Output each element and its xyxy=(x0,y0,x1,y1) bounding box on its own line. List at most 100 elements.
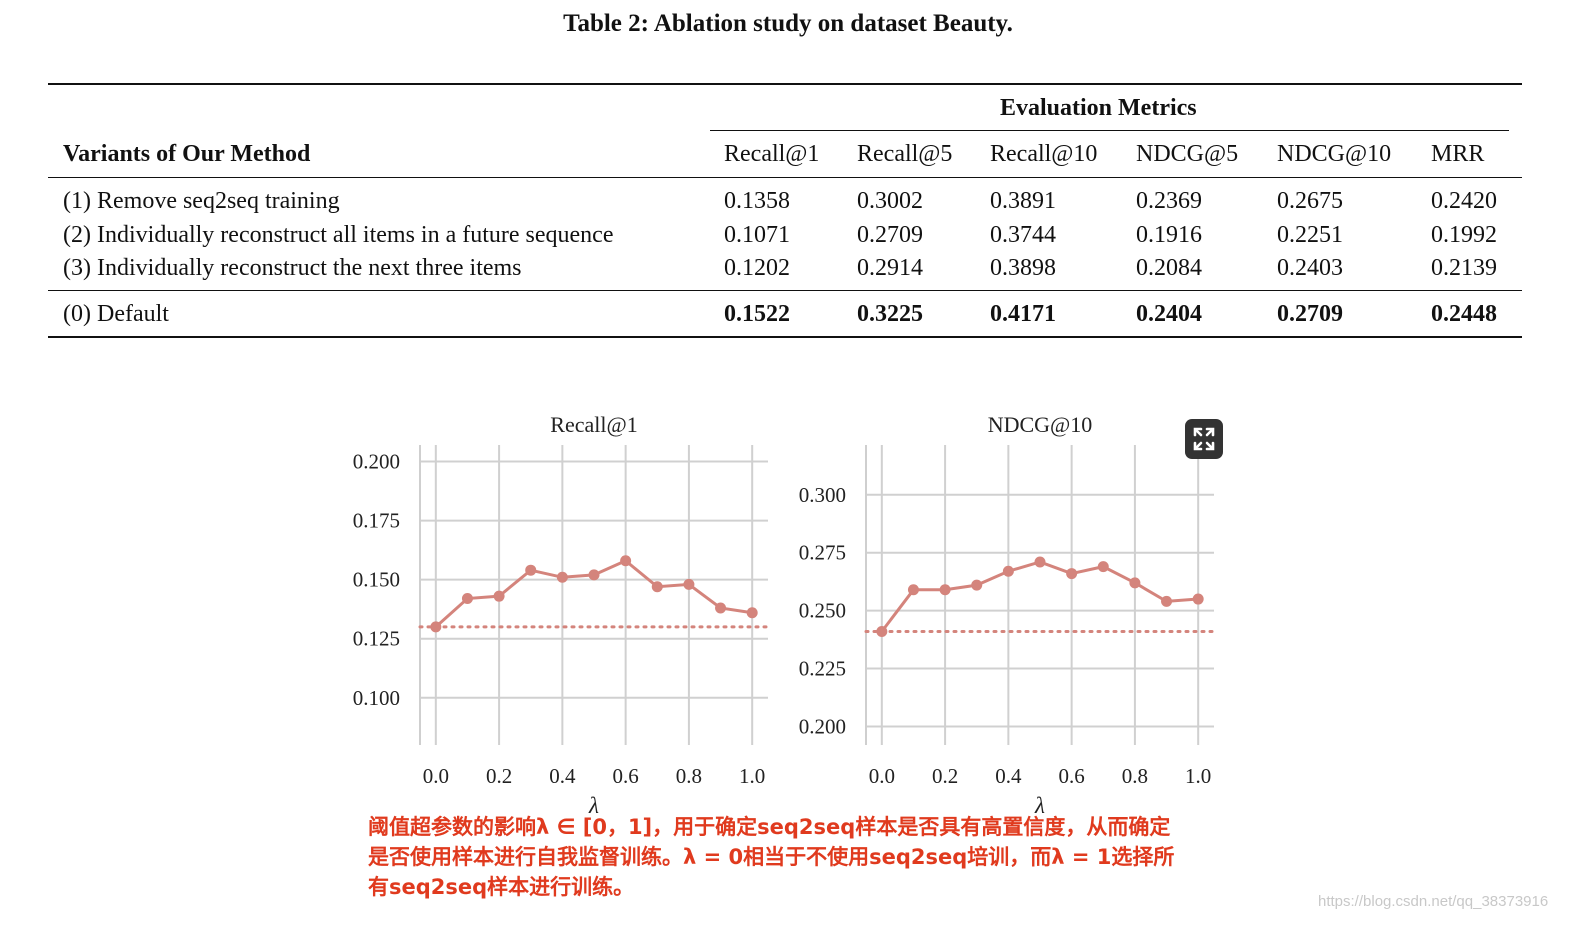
y-tick-label: 0.125 xyxy=(353,627,400,651)
group-header-rule xyxy=(710,130,1509,131)
annotation-line: 是否使用样本进行自我监督训练。λ = 0相当于不使用seq2seq培训，而λ =… xyxy=(368,845,1175,869)
column-header: Recall@5 xyxy=(857,141,953,167)
x-tick-label: 1.0 xyxy=(1185,764,1211,788)
data-point xyxy=(1034,556,1046,568)
header-rule xyxy=(48,177,1522,178)
table-cell: 0.2420 xyxy=(1431,188,1497,214)
watermark: https://blog.csdn.net/qq_38373916 xyxy=(1318,893,1549,910)
data-point xyxy=(715,602,727,614)
y-tick-label: 0.100 xyxy=(353,686,400,710)
y-tick-label: 0.200 xyxy=(353,450,400,474)
y-tick-label: 0.300 xyxy=(799,483,846,507)
table-cell: 0.1202 xyxy=(724,255,790,281)
data-point xyxy=(907,584,919,596)
data-point xyxy=(620,555,632,567)
data-point xyxy=(1066,568,1078,580)
data-point xyxy=(493,590,505,602)
table-bottom-rule xyxy=(48,336,1522,338)
row-label: (3) Individually reconstruct the next th… xyxy=(63,255,522,281)
annotation-line: 有seq2seq样本进行训练。 xyxy=(368,875,635,899)
default-row-label: (0) Default xyxy=(63,301,169,327)
table-cell: 0.2675 xyxy=(1277,188,1343,214)
data-point xyxy=(746,607,758,619)
table-cell: 0.2251 xyxy=(1277,222,1343,248)
x-tick-label: 0.8 xyxy=(1122,764,1148,788)
table-cell: 0.3891 xyxy=(990,188,1056,214)
table-cell: 0.2403 xyxy=(1277,255,1343,281)
table-cell: 0.1916 xyxy=(1136,222,1202,248)
y-tick-label: 0.250 xyxy=(799,599,846,623)
y-tick-label: 0.175 xyxy=(353,509,400,533)
column-header: Recall@10 xyxy=(990,141,1098,167)
data-point xyxy=(525,564,537,576)
x-tick-label: 0.6 xyxy=(613,764,639,788)
table-cell: 0.2914 xyxy=(857,255,923,281)
table-cell: 0.3744 xyxy=(990,222,1056,248)
default-cell: 0.4171 xyxy=(990,301,1056,327)
x-tick-label: 0.0 xyxy=(869,764,895,788)
row-label: (1) Remove seq2seq training xyxy=(63,188,340,214)
table-top-rule xyxy=(48,83,1522,85)
table-cell: 0.2139 xyxy=(1431,255,1497,281)
ndcg-at-10-chart: 0.0 0.2 0.4 0.6 0.8 1.0 0.200 0.225 0.250 0.275 0.… xyxy=(799,412,1216,818)
table-cell: 0.3002 xyxy=(857,188,923,214)
column-header: MRR xyxy=(1431,141,1485,167)
data-point xyxy=(556,571,568,583)
expand-button[interactable] xyxy=(1185,419,1223,459)
default-cell: 0.1522 xyxy=(724,301,790,327)
x-axis-label: λ xyxy=(588,793,599,818)
default-cell: 0.2448 xyxy=(1431,301,1497,327)
x-tick-label: 0.8 xyxy=(676,764,702,788)
table-cell: 0.3898 xyxy=(990,255,1056,281)
column-header: NDCG@5 xyxy=(1136,141,1239,167)
x-tick-label: 1.0 xyxy=(739,764,765,788)
y-tick-label: 0.150 xyxy=(353,568,400,592)
data-point xyxy=(1192,593,1204,605)
data-point xyxy=(430,621,442,633)
data-point xyxy=(1161,595,1173,607)
table-cell: 0.1358 xyxy=(724,188,790,214)
x-tick-label: 0.4 xyxy=(549,764,576,788)
data-point xyxy=(939,584,951,596)
data-point xyxy=(971,579,983,591)
data-point xyxy=(876,625,888,637)
expand-icon xyxy=(1193,427,1215,451)
y-tick-label: 0.200 xyxy=(799,714,846,738)
x-tick-label: 0.6 xyxy=(1059,764,1085,788)
column-header: NDCG@10 xyxy=(1277,141,1392,167)
row-header: Variants of Our Method xyxy=(63,141,311,167)
default-rule xyxy=(48,290,1522,291)
x-tick-label: 0.4 xyxy=(995,764,1022,788)
chinese-annotation: 阈值超参数的影响λ ∈ [0，1]，用于确定seq2seq样本是否具有高置信度，… xyxy=(368,812,1248,902)
x-axis-label: λ xyxy=(1034,793,1045,818)
table-cell: 0.2369 xyxy=(1136,188,1202,214)
y-tick-label: 0.225 xyxy=(799,657,846,681)
data-point xyxy=(1097,561,1109,573)
data-point xyxy=(461,593,473,605)
recall-at-1-chart: 0.0 0.2 0.4 0.6 0.8 1.0 0.100 0.125 0.150 0.175 0.… xyxy=(353,412,770,818)
y-tick-label: 0.275 xyxy=(799,541,846,565)
row-label: (2) Individually reconstruct all items i… xyxy=(63,222,614,248)
column-header: Recall@1 xyxy=(724,141,820,167)
data-point xyxy=(683,578,695,590)
table-cell: 0.2709 xyxy=(857,222,923,248)
table-cell: 0.1992 xyxy=(1431,222,1497,248)
data-point xyxy=(1129,577,1141,589)
group-header: Evaluation Metrics xyxy=(1000,95,1197,121)
x-tick-label: 0.2 xyxy=(932,764,958,788)
data-point xyxy=(1002,565,1014,577)
default-cell: 0.3225 xyxy=(857,301,923,327)
x-tick-label: 0.0 xyxy=(423,764,449,788)
data-point xyxy=(588,569,600,581)
series-line xyxy=(880,560,1199,633)
default-cell: 0.2404 xyxy=(1136,301,1202,327)
default-cell: 0.2709 xyxy=(1277,301,1343,327)
chart-title: Recall@1 xyxy=(550,412,637,437)
annotation-line: 阈值超参数的影响λ ∈ [0，1]，用于确定seq2seq样本是否具有高置信度，… xyxy=(368,815,1171,839)
table-caption: Table 2: Ablation study on dataset Beaut… xyxy=(563,10,1013,37)
chart-title: NDCG@10 xyxy=(988,412,1093,437)
table-cell: 0.1071 xyxy=(724,222,790,248)
x-tick-label: 0.2 xyxy=(486,764,512,788)
table-cell: 0.2084 xyxy=(1136,255,1202,281)
data-point xyxy=(651,581,663,593)
